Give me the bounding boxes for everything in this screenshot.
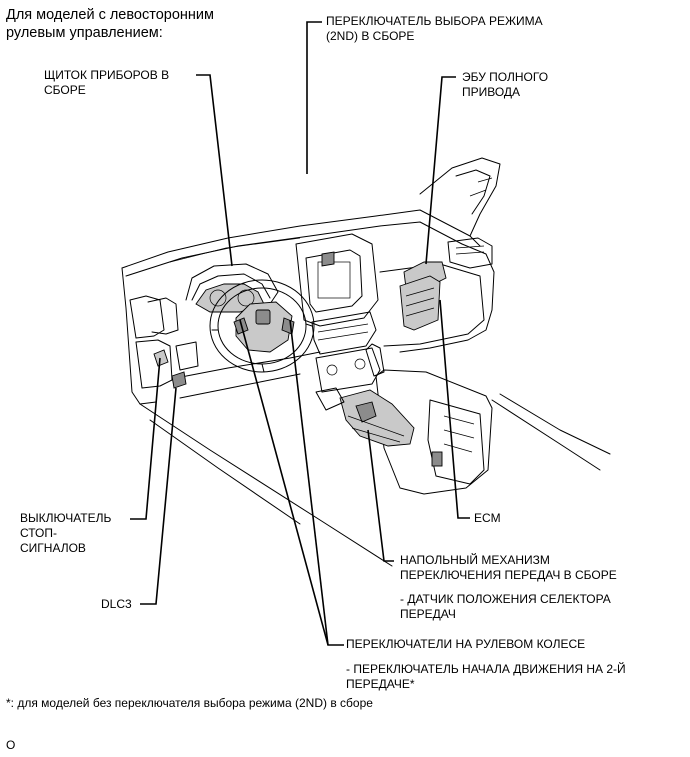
dlc3-label: DLC3 <box>101 597 132 611</box>
page-title: Для моделей с левосторонним рулевым упра… <box>6 7 214 41</box>
lower-left-components <box>153 341 199 389</box>
steering-switches-sub-label: - ПЕРЕКЛЮЧАТЕЛЬ НАЧАЛА ДВИЖЕНИЯ НА 2-Й П… <box>346 662 626 691</box>
shift-lever-sub-label: - ДАТЧИК ПОЛОЖЕНИЯ СЕЛЕКТОРА ПЕРЕДАЧ <box>400 592 611 621</box>
ecm-label: ECM <box>474 511 501 525</box>
steering-wheel <box>209 279 315 373</box>
steering-switches-label: ПЕРЕКЛЮЧАТЕЛИ НА РУЛЕВОМ КОЛЕСЕ <box>346 637 586 651</box>
stop-light-switch-label: ВЫКЛЮЧАТЕЛЬ СТОП- СИГНАЛОВ <box>20 511 112 555</box>
dashboard-outline <box>121 157 611 567</box>
shift-lever-assembly <box>315 343 493 495</box>
instrument-cluster <box>185 263 279 313</box>
figure-code: O <box>6 738 16 752</box>
shift-lever-label: НАПОЛЬНЫЙ МЕХАНИЗМ ПЕРЕКЛЮЧЕНИЯ ПЕРЕДАЧ … <box>400 553 617 582</box>
instrument-panel-label: ЩИТОК ПРИБОРОВ В СБОРЕ <box>44 68 170 97</box>
center-stack <box>295 233 381 393</box>
footnote: *: для моделей без переключателя выбора … <box>6 696 373 710</box>
mode-switch-label: ПЕРЕКЛЮЧАТЕЛЬ ВЫБОРА РЕЖИМА (2ND) В СБОР… <box>326 14 543 43</box>
awd-ecu <box>399 261 447 331</box>
leader-lines <box>130 21 470 646</box>
awd-ecu-label: ЭБУ ПОЛНОГО ПРИВОДА <box>462 70 549 99</box>
